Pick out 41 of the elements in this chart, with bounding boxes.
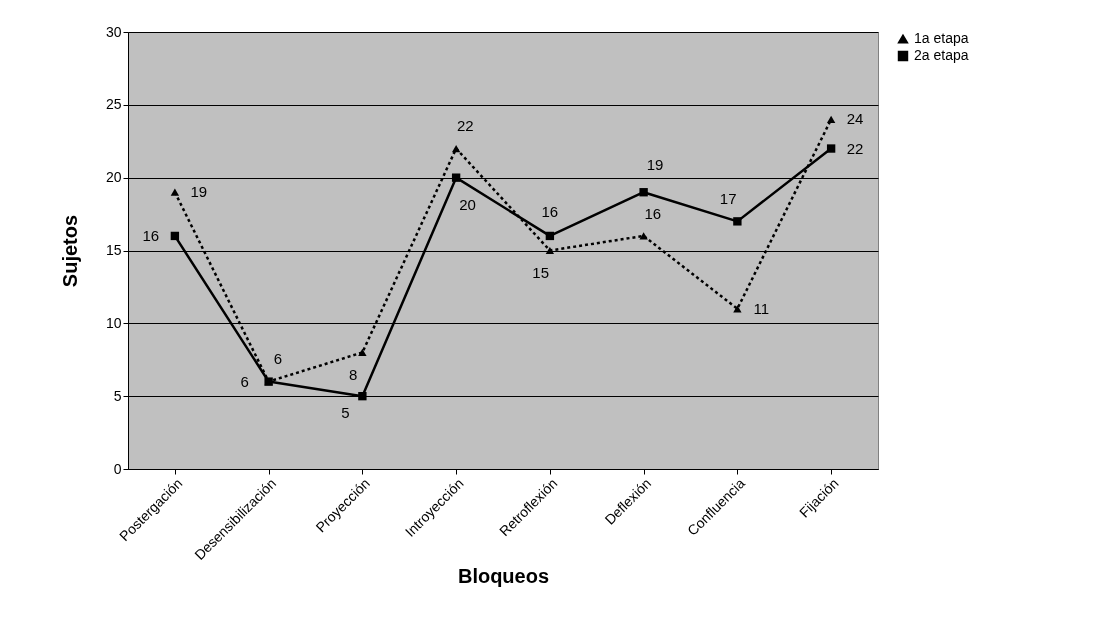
point bbox=[170, 231, 180, 241]
point bbox=[170, 188, 180, 196]
data-label: 8 bbox=[349, 365, 358, 383]
y-tick-label: 25 bbox=[105, 96, 122, 113]
legend-label: 2a etapa bbox=[914, 47, 969, 63]
data-label: 6 bbox=[273, 350, 282, 368]
data-label: 24 bbox=[846, 110, 864, 128]
point bbox=[826, 115, 836, 124]
point bbox=[545, 246, 555, 255]
data-label: 22 bbox=[846, 139, 864, 157]
point bbox=[451, 173, 461, 182]
point bbox=[545, 231, 555, 241]
point bbox=[358, 348, 367, 357]
point bbox=[826, 144, 836, 153]
data-label: 5 bbox=[341, 404, 350, 422]
point bbox=[451, 144, 461, 153]
data-label: 22 bbox=[456, 117, 474, 135]
y-tick-label: 5 bbox=[113, 387, 122, 404]
point bbox=[358, 391, 367, 401]
y-tick-label: 20 bbox=[105, 169, 122, 186]
data-label: 16 bbox=[541, 202, 559, 220]
y-tick-label: 15 bbox=[105, 242, 122, 258]
point bbox=[733, 305, 742, 313]
point bbox=[733, 217, 742, 226]
legend-label: 1a etapa bbox=[914, 30, 969, 46]
point bbox=[639, 232, 648, 240]
data-label: 16 bbox=[644, 204, 662, 222]
x-axis-title: Bloqueos bbox=[457, 564, 550, 587]
y-tick-label: 0 bbox=[113, 460, 122, 477]
data-label: 15 bbox=[532, 263, 550, 281]
y-tick-label: 30 bbox=[105, 23, 122, 40]
data-label: 20 bbox=[459, 196, 476, 214]
data-label: 17 bbox=[719, 190, 737, 208]
data-label: 16 bbox=[142, 226, 160, 244]
y-tick-label: 10 bbox=[105, 314, 122, 331]
point bbox=[639, 188, 648, 197]
data-label: 6 bbox=[240, 372, 249, 390]
data-label: 11 bbox=[753, 299, 770, 317]
y-axis-title: Sujetos bbox=[58, 214, 81, 288]
data-label: 19 bbox=[646, 155, 664, 173]
data-label: 19 bbox=[190, 183, 208, 201]
